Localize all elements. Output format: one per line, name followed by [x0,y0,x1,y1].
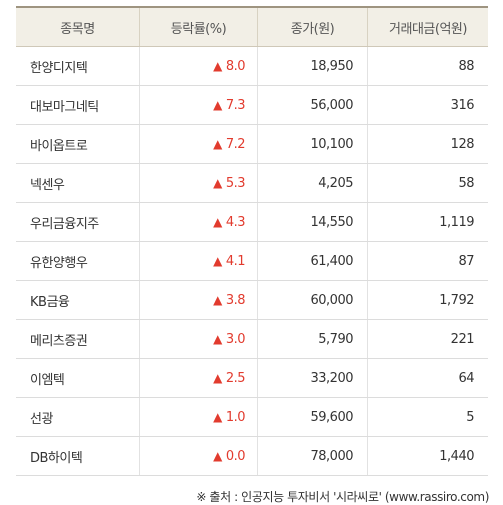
change-rate: ▲ 7.3 [140,86,258,124]
change-value: 3.0 [225,331,246,347]
header-name: 종목명 [16,8,140,46]
trade-volume: 1,119 [439,214,474,230]
up-arrow-icon: ▲ [213,410,222,424]
trade-volume: 221 [450,331,475,347]
table-row: 선광 ▲ 1.0 59,600 5 [16,398,488,437]
stock-name: 유한양행우 [16,242,140,280]
close-price: 18,950 [258,47,368,85]
table-row: 한양디지텍 ▲ 8.0 18,950 88 [16,47,488,86]
up-arrow-icon: ▲ [213,293,222,307]
up-arrow-icon: ▲ [213,332,222,346]
table-row: KB금융 ▲ 3.8 60,000 1,792 [16,281,488,320]
table-row: 유한양행우 ▲ 4.1 61,400 87 [16,242,488,281]
close-price: 14,550 [258,203,368,241]
up-arrow-icon: ▲ [213,215,222,229]
up-arrow-icon: ▲ [213,59,222,73]
up-arrow-icon: ▲ [213,371,222,385]
close-price: 56,000 [258,86,368,124]
change-rate: ▲ 3.0 [140,320,258,358]
trade-volume: 1,792 [439,292,474,308]
change-rate: ▲ 5.3 [140,164,258,202]
change-rate: ▲ 8.0 [140,47,258,85]
close-price: 61,400 [258,242,368,280]
change-value: 2.5 [225,370,246,386]
table-row: 이엠텍 ▲ 2.5 33,200 64 [16,359,488,398]
trade-volume: 1,440 [439,448,474,464]
change-value: 3.8 [225,292,246,308]
close-price: 59,600 [258,398,368,436]
change-value: 4.1 [225,253,246,269]
change-value: 4.3 [225,214,246,230]
up-arrow-icon: ▲ [213,449,222,463]
stock-name: 우리금융지주 [16,203,140,241]
close-price: 78,000 [258,437,368,475]
stock-name: 바이옵트로 [16,125,140,163]
change-value: 7.3 [225,97,246,113]
trade-volume: 64 [458,370,474,386]
header-price: 종가(원) [258,8,368,46]
trade-volume: 58 [458,175,474,191]
trade-volume: 128 [450,136,475,152]
change-value: 5.3 [225,175,246,191]
close-price: 33,200 [258,359,368,397]
change-rate: ▲ 2.5 [140,359,258,397]
stock-name: 대보마그네틱 [16,86,140,124]
trade-volume: 316 [450,97,475,113]
close-price: 5,790 [258,320,368,358]
change-rate: ▲ 3.8 [140,281,258,319]
header-volume: 거래대금(억원) [389,21,467,37]
change-rate: ▲ 4.3 [140,203,258,241]
stock-name: KB금융 [16,281,140,319]
stock-name: 넥센우 [16,164,140,202]
table-row: 넥센우 ▲ 5.3 4,205 58 [16,164,488,203]
table-row: 메리츠증권 ▲ 3.0 5,790 221 [16,320,488,359]
trade-volume: 88 [458,58,474,74]
close-price: 4,205 [258,164,368,202]
stock-name: 한양디지텍 [16,47,140,85]
trade-volume: 5 [466,409,474,425]
change-rate: ▲ 1.0 [140,398,258,436]
up-arrow-icon: ▲ [213,176,222,190]
change-value: 1.0 [225,409,246,425]
table-header: 종목명 등락률(%) 종가(원) 거래대금(억원) [16,8,488,47]
change-rate: ▲ 0.0 [140,437,258,475]
table-row: 우리금융지주 ▲ 4.3 14,550 1,119 [16,203,488,242]
table-row: 바이옵트로 ▲ 7.2 10,100 128 [16,125,488,164]
close-price: 60,000 [258,281,368,319]
stock-name: 이엠텍 [16,359,140,397]
table-row: DB하이텍 ▲ 0.0 78,000 1,440 [16,437,488,476]
table-row: 대보마그네틱 ▲ 7.3 56,000 316 [16,86,488,125]
stock-name: DB하이텍 [16,437,140,475]
change-rate: ▲ 7.2 [140,125,258,163]
change-value: 0.0 [225,448,246,464]
trade-volume: 87 [458,253,474,269]
close-price: 10,100 [258,125,368,163]
up-arrow-icon: ▲ [213,254,222,268]
source-note: ※ 출처 : 인공지능 투자비서 '시라씨로' (www.rassiro.com… [196,490,489,504]
header-change: 등락률(%) [140,8,258,46]
stock-table: 종목명 등락률(%) 종가(원) 거래대금(억원) 한양디지텍 ▲ 8.0 18,95… [16,6,488,476]
change-value: 8.0 [225,58,246,74]
up-arrow-icon: ▲ [213,98,222,112]
change-rate: ▲ 4.1 [140,242,258,280]
up-arrow-icon: ▲ [213,137,222,151]
stock-name: 선광 [16,398,140,436]
stock-name: 메리츠증권 [16,320,140,358]
change-value: 7.2 [225,136,246,152]
